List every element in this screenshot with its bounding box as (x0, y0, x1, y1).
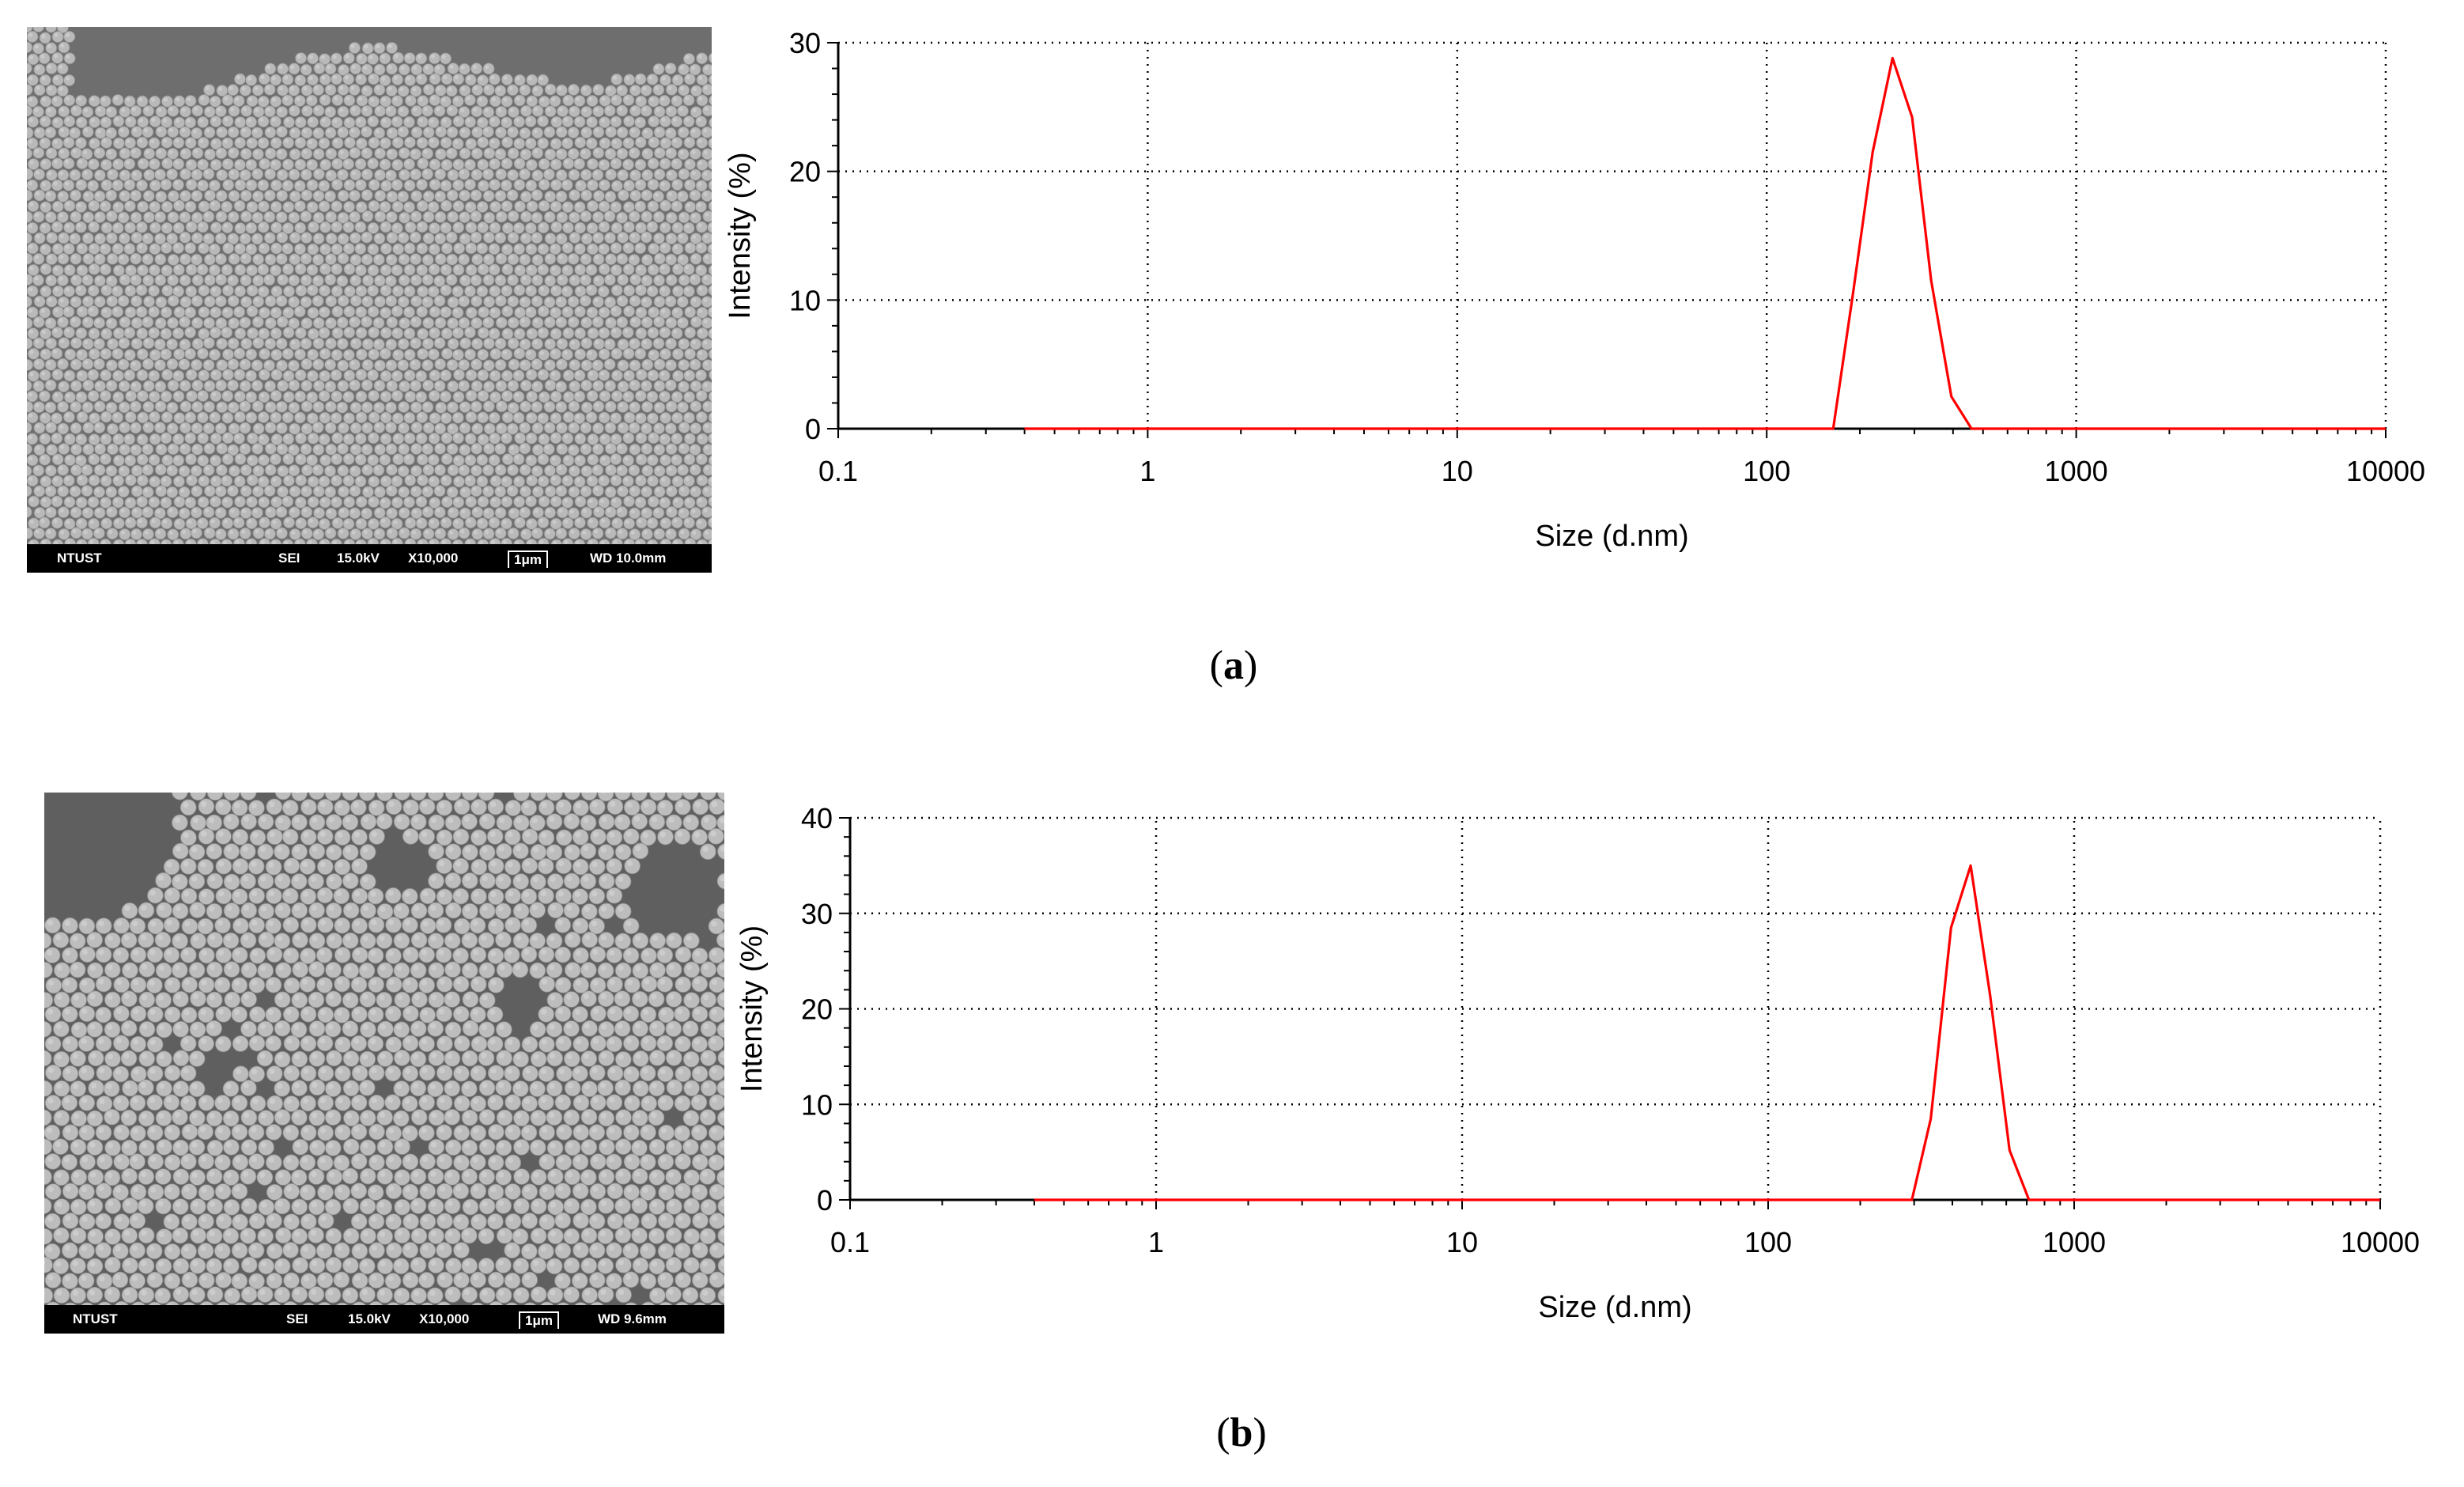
x-tick-label: 10000 (2341, 1226, 2420, 1258)
sem-info-bar-b: NTUST SEI 15.0kV X10,000 1μm WD 9.6mm (44, 1305, 724, 1334)
sem-label-mag: X10,000 (419, 1311, 470, 1326)
sem-micrograph-a (27, 27, 712, 544)
dls-chart-a: 0.1 1 10 100 1000 10000 0 10 20 30 Size (d.nm) Inte… (724, 27, 2425, 553)
x-tick-label: 1000 (2043, 1226, 2106, 1258)
x-tick-label: 10 (1446, 1226, 1478, 1258)
sem-scale-bar: 1μm (508, 551, 548, 568)
x-tick-label: 100 (1744, 1226, 1792, 1258)
x-tick-label: 1 (1148, 1226, 1164, 1258)
sphere-field (44, 793, 724, 1305)
sem-scale-bar: 1μm (519, 1311, 559, 1329)
y-tick-label: 10 (801, 1088, 833, 1121)
y-ticks: 0 10 20 30 40 (801, 802, 850, 1216)
x-axis-title: Size (d.nm) (1538, 1291, 1691, 1324)
x-tick-label: 1 (1139, 455, 1155, 487)
y-tick-label: 30 (789, 27, 821, 59)
sem-label-org: NTUST (73, 1311, 118, 1326)
x-ticks: 0.1 1 10 100 1000 10000 (830, 1200, 2420, 1258)
x-axis-title: Size (d.nm) (1535, 520, 1688, 553)
grid (850, 816, 2382, 1200)
series-points-0 (1034, 865, 2381, 1201)
sem-label-org: NTUST (57, 551, 102, 566)
y-tick-label: 20 (801, 993, 833, 1026)
y-tick-label: 30 (801, 898, 833, 930)
y-tick-label: 0 (817, 1184, 833, 1216)
dls-chart-b: 0.1 1 10 100 1000 10000 0 10 20 30 40 Size (d.nm) In… (735, 802, 2420, 1324)
x-tick-label: 10 (1442, 455, 1473, 487)
y-tick-label: 10 (789, 284, 821, 316)
sem-label-kv: 15.0kV (337, 551, 380, 566)
sem-label-mode: SEI (278, 551, 300, 566)
y-tick-label: 40 (801, 802, 833, 834)
x-tick-label: 1000 (2045, 455, 2108, 487)
sphere-field (27, 27, 712, 544)
grid (838, 41, 2387, 429)
sem-label-mode: SEI (286, 1311, 308, 1326)
series-points-0 (1024, 58, 2387, 429)
y-tick-label: 20 (789, 156, 821, 188)
x-tick-label: 0.1 (818, 455, 858, 487)
sem-label-wd: WD 10.0mm (590, 551, 667, 566)
sem-image-b: NTUST SEI 15.0kV X10,000 1μm WD 9.6mm (44, 793, 724, 1334)
sem-image-a: NTUST SEI 15.0kV X10,000 1μm WD 10.0mm (27, 27, 712, 573)
caption-a: (a) (1209, 643, 1258, 688)
x-ticks: 0.1 1 10 100 1000 10000 (818, 429, 2425, 487)
x-tick-label: 10000 (2346, 455, 2425, 487)
sem-label-kv: 15.0kV (348, 1311, 391, 1326)
x-tick-label: 0.1 (830, 1226, 870, 1258)
sem-label-mag: X10,000 (408, 551, 459, 566)
y-tick-label: 0 (805, 413, 821, 445)
caption-b: (b) (1216, 1410, 1267, 1455)
y-axis-title: Intensity (%) (724, 152, 757, 319)
sem-micrograph-b (44, 793, 724, 1305)
y-axis-title: Intensity (%) (735, 925, 769, 1092)
series-line-0 (1024, 56, 2386, 430)
sem-info-bar-a: NTUST SEI 15.0kV X10,000 1μm WD 10.0mm (27, 544, 712, 573)
sem-label-wd: WD 9.6mm (598, 1311, 667, 1326)
series-line-0 (1034, 864, 2380, 1201)
x-tick-label: 100 (1743, 455, 1790, 487)
y-ticks: 0 10 20 30 (789, 27, 838, 445)
